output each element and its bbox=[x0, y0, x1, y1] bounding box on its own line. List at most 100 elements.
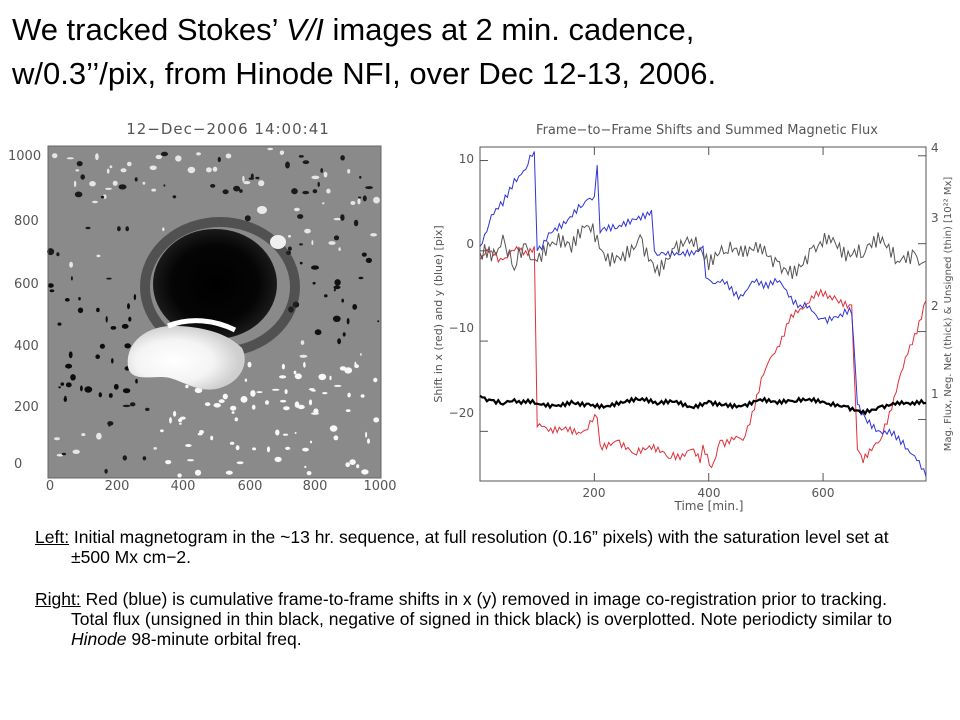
plage-speckle bbox=[110, 326, 117, 330]
plage-speckle bbox=[222, 189, 229, 195]
plage-speckle bbox=[56, 252, 60, 257]
plage-speckle bbox=[352, 304, 358, 310]
plage-speckle bbox=[282, 433, 289, 436]
small-positive-patch bbox=[270, 235, 286, 249]
plage-speckle bbox=[89, 181, 96, 187]
slide-title: We tracked Stokes’ V/I images at 2 min. … bbox=[12, 8, 952, 96]
plage-speckle bbox=[347, 169, 351, 174]
plage-speckle bbox=[95, 153, 99, 161]
plage-speckle bbox=[294, 373, 302, 380]
plage-speckle bbox=[358, 276, 364, 280]
positive-polarity-region bbox=[127, 325, 245, 390]
plage-speckle bbox=[106, 277, 112, 280]
plage-speckle bbox=[239, 189, 243, 193]
plage-speckle bbox=[244, 378, 248, 382]
plage-speckle bbox=[96, 307, 100, 313]
plage-speckle bbox=[120, 168, 127, 173]
plage-speckle bbox=[361, 469, 369, 475]
plot-frame bbox=[479, 146, 927, 482]
plage-speckle bbox=[302, 447, 309, 452]
plage-speckle bbox=[108, 423, 111, 427]
axis-ticks bbox=[480, 147, 926, 481]
plage-speckle bbox=[283, 406, 290, 411]
plage-speckle bbox=[285, 161, 290, 169]
plage-speckle bbox=[109, 165, 113, 169]
x-tick-label: 400 bbox=[171, 479, 196, 494]
plage-speckle bbox=[155, 154, 162, 160]
plage-speckle bbox=[353, 219, 359, 227]
title-text: We tracked Stokes’ bbox=[12, 12, 286, 47]
plage-speckle bbox=[165, 460, 172, 465]
plage-speckle bbox=[121, 323, 129, 329]
plage-speckle bbox=[346, 318, 350, 325]
y2-tick-label: 4 bbox=[931, 141, 939, 155]
plage-speckle bbox=[194, 469, 202, 476]
plage-speckle bbox=[248, 177, 254, 180]
plage-speckle bbox=[304, 228, 311, 234]
plage-speckle bbox=[187, 459, 194, 462]
plage-speckle bbox=[65, 382, 72, 388]
plage-speckle bbox=[199, 430, 204, 434]
plage-speckle bbox=[266, 446, 271, 453]
plage-speckle bbox=[304, 465, 307, 469]
plage-speckle bbox=[275, 429, 280, 436]
plage-speckle bbox=[334, 279, 341, 286]
plage-speckle bbox=[129, 402, 136, 407]
plage-speckle bbox=[333, 288, 336, 292]
plage-speckle bbox=[324, 294, 328, 298]
plage-speckle bbox=[244, 215, 251, 222]
plage-speckle bbox=[133, 294, 137, 301]
slide-title-line-1: We tracked Stokes’ V/I images at 2 min. … bbox=[12, 8, 952, 52]
plage-speckle bbox=[320, 168, 324, 173]
plage-speckle bbox=[124, 343, 131, 349]
slide-title-line-2: w/0.3’’/pix, from Hinode NFI, over Dec 1… bbox=[12, 56, 717, 91]
plage-speckle bbox=[365, 257, 372, 263]
plage-speckle bbox=[179, 416, 186, 420]
plage-speckle bbox=[340, 214, 345, 221]
plage-speckle bbox=[303, 361, 306, 368]
plage-speckle bbox=[311, 389, 316, 392]
plage-speckle bbox=[294, 207, 300, 212]
magnetogram-figure: 12−Dec−2006 14:00:41 1000 800 600 400 20… bbox=[8, 120, 397, 494]
plage-speckle bbox=[250, 390, 256, 397]
plage-speckle bbox=[77, 307, 84, 314]
magnetogram-plage bbox=[47, 147, 380, 478]
plage-speckle bbox=[317, 181, 320, 187]
plage-speckle bbox=[47, 248, 55, 256]
plage-speckle bbox=[361, 252, 367, 257]
plage-speckle bbox=[179, 422, 182, 425]
plage-speckle bbox=[322, 392, 328, 395]
title-italic-text: V/I bbox=[285, 12, 324, 47]
plage-speckle bbox=[206, 167, 212, 173]
y-tick-label: −20 bbox=[449, 406, 474, 420]
plage-speckle bbox=[105, 316, 108, 323]
plage-speckle bbox=[66, 157, 75, 160]
plage-speckle bbox=[213, 403, 221, 408]
plage-speckle bbox=[288, 234, 291, 238]
plage-speckle bbox=[333, 384, 342, 387]
plage-speckle bbox=[235, 445, 240, 451]
plage-speckle bbox=[78, 297, 81, 301]
caption-right-text-end: 98-minute orbital freq. bbox=[126, 629, 302, 649]
plage-speckle bbox=[105, 187, 112, 190]
plage-speckle bbox=[279, 375, 287, 379]
plage-speckle bbox=[100, 195, 105, 199]
plage-speckle bbox=[311, 175, 320, 180]
small-positive-patch bbox=[257, 206, 267, 214]
y2-tick-label: 3 bbox=[931, 211, 939, 225]
plage-speckle bbox=[271, 388, 280, 391]
plage-speckle bbox=[96, 254, 101, 258]
plage-speckle bbox=[73, 180, 77, 188]
plage-speckle bbox=[204, 402, 211, 407]
plage-speckle bbox=[347, 392, 351, 398]
magnetogram-x-axis: 0 200 400 600 800 1000 bbox=[46, 479, 397, 494]
plage-speckle bbox=[111, 358, 114, 364]
shift-flux-chart: Frame−to−Frame Shifts and Summed Magneti… bbox=[432, 123, 954, 512]
plage-speckle bbox=[280, 399, 287, 403]
left-y-axis-labels: 10 0 −10 −20 bbox=[449, 152, 474, 420]
plage-speckle bbox=[76, 161, 83, 167]
plage-speckle bbox=[281, 363, 285, 370]
plage-speckle bbox=[322, 202, 325, 205]
plage-speckle bbox=[311, 412, 319, 415]
plage-speckle bbox=[54, 437, 60, 441]
